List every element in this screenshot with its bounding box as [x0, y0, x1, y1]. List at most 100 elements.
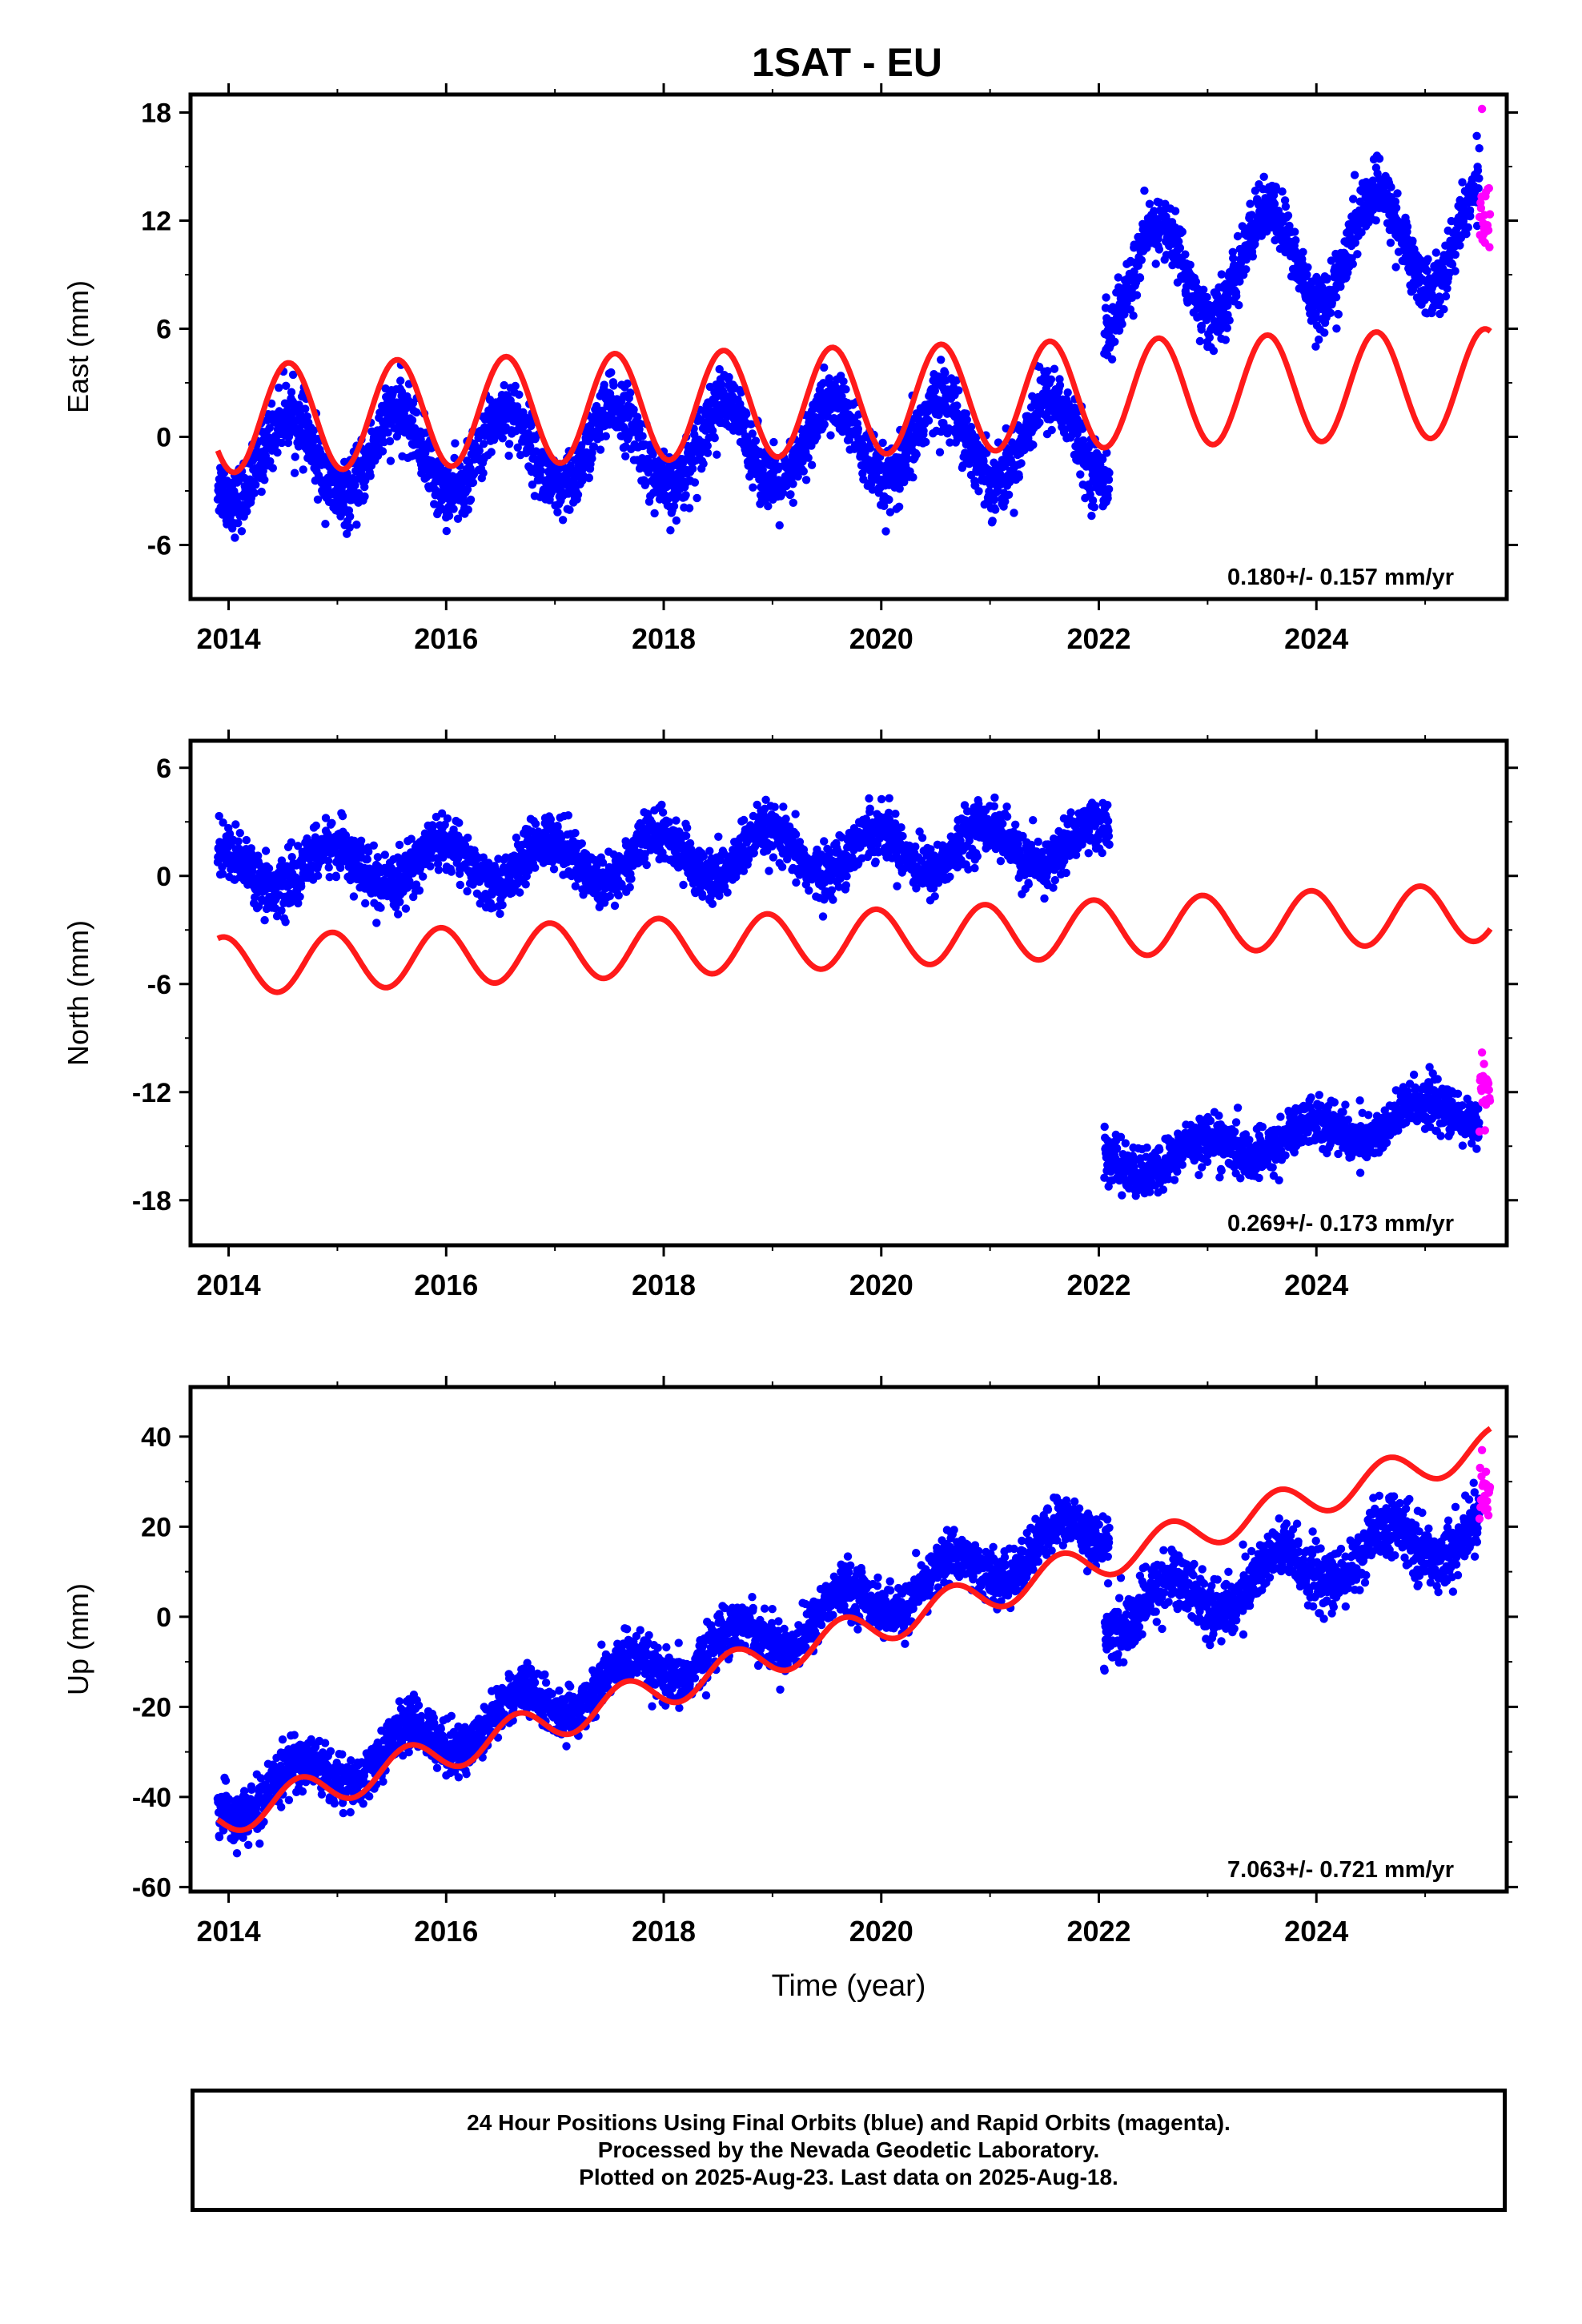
east-y-tick-label: 6	[156, 315, 171, 345]
east-final-point	[1102, 293, 1110, 302]
east-final-point	[1242, 265, 1251, 274]
east-final-point	[432, 487, 441, 496]
north-final-orbit-points	[213, 793, 1484, 1200]
east-final-point	[1199, 285, 1208, 294]
east-final-point	[1351, 238, 1360, 247]
east-plot-frame	[188, 92, 1509, 601]
east-final-point	[260, 476, 269, 485]
north-final-point	[294, 899, 303, 908]
east-final-point	[1223, 324, 1232, 332]
east-final-point	[895, 485, 904, 493]
north-final-point	[531, 863, 540, 872]
east-final-point	[1232, 292, 1241, 300]
east-final-point	[558, 516, 568, 525]
east-final-point	[1281, 202, 1291, 211]
east-final-point	[820, 420, 829, 429]
east-final-point	[1248, 252, 1258, 261]
east-final-point	[609, 381, 618, 390]
east-final-point	[941, 368, 950, 377]
east-final-point	[666, 526, 675, 535]
north-final-point	[356, 836, 366, 846]
east-final-point	[623, 379, 632, 388]
east-final-point	[1431, 248, 1441, 257]
north-final-point	[219, 818, 227, 827]
east-rapid-orbit-points	[1475, 104, 1495, 251]
east-final-point	[1154, 245, 1164, 254]
east-final-point	[974, 487, 983, 496]
east-final-point	[1259, 172, 1268, 181]
east-final-point	[1350, 171, 1359, 179]
east-final-point	[954, 386, 963, 395]
east-final-point	[1076, 470, 1085, 479]
east-final-point	[268, 464, 277, 472]
east-final-point	[962, 409, 971, 418]
east-final-point	[1055, 380, 1065, 390]
east-final-point	[1251, 187, 1260, 195]
east-final-point	[1458, 178, 1467, 187]
north-final-point	[321, 814, 331, 822]
north-final-point	[376, 903, 385, 912]
east-final-point	[1197, 321, 1207, 331]
east-final-point	[699, 459, 708, 468]
north-final-point	[415, 886, 424, 895]
north-final-point	[295, 892, 304, 902]
east-final-point	[251, 480, 260, 489]
east-final-point	[1004, 490, 1014, 499]
east-final-point	[257, 487, 266, 497]
east-final-point	[1073, 429, 1082, 438]
north-final-point	[553, 822, 562, 831]
east-final-point	[607, 368, 616, 377]
east-final-point	[804, 453, 813, 462]
east-rapid-point	[1484, 226, 1493, 235]
north-final-point	[394, 910, 403, 919]
east-final-point	[275, 384, 283, 392]
north-final-point	[463, 887, 472, 896]
east-final-point	[1079, 436, 1088, 445]
east-final-point	[1225, 316, 1234, 325]
north-final-point	[547, 820, 556, 829]
east-final-point	[669, 501, 679, 511]
east-final-point	[1023, 412, 1032, 420]
east-final-point	[360, 492, 369, 501]
east-final-point	[638, 432, 647, 440]
east-final-point	[378, 447, 387, 456]
north-final-point	[369, 841, 378, 850]
east-y-tick-label: 18	[141, 99, 171, 129]
east-final-point	[1332, 324, 1341, 333]
east-final-point	[1291, 227, 1299, 236]
north-final-point	[396, 898, 404, 907]
east-final-point	[504, 440, 514, 448]
east-final-point	[1357, 228, 1366, 237]
east-final-point	[789, 498, 797, 507]
east-final-point	[442, 526, 451, 536]
east-final-point	[1102, 448, 1111, 457]
east-final-point	[366, 472, 375, 480]
east-final-point	[1386, 239, 1395, 247]
east-final-point	[360, 482, 369, 492]
east-final-point	[282, 381, 291, 390]
north-final-point	[549, 865, 559, 874]
east-final-point	[553, 508, 562, 517]
east-final-point	[1443, 284, 1452, 293]
east-final-point	[1315, 335, 1323, 344]
east-final-point	[1403, 222, 1412, 231]
north-final-point	[571, 829, 580, 838]
east-final-point	[868, 485, 877, 494]
east-final-point	[1087, 511, 1096, 521]
east-final-point	[596, 445, 605, 454]
east-final-point	[789, 480, 797, 489]
east-final-point	[313, 495, 323, 504]
north-final-point	[287, 853, 296, 862]
east-x-tick-label: 2024	[1284, 622, 1348, 655]
east-final-point	[1423, 255, 1432, 263]
east-final-point	[1050, 364, 1059, 373]
east-final-point	[966, 422, 976, 432]
east-final-point	[715, 364, 724, 374]
east-final-point	[703, 448, 713, 457]
north-final-point	[313, 871, 323, 880]
east-final-point	[878, 438, 887, 448]
east-final-point	[1110, 337, 1119, 346]
east-final-point	[819, 363, 829, 372]
east-final-point	[237, 527, 247, 536]
north-final-point	[254, 902, 263, 911]
